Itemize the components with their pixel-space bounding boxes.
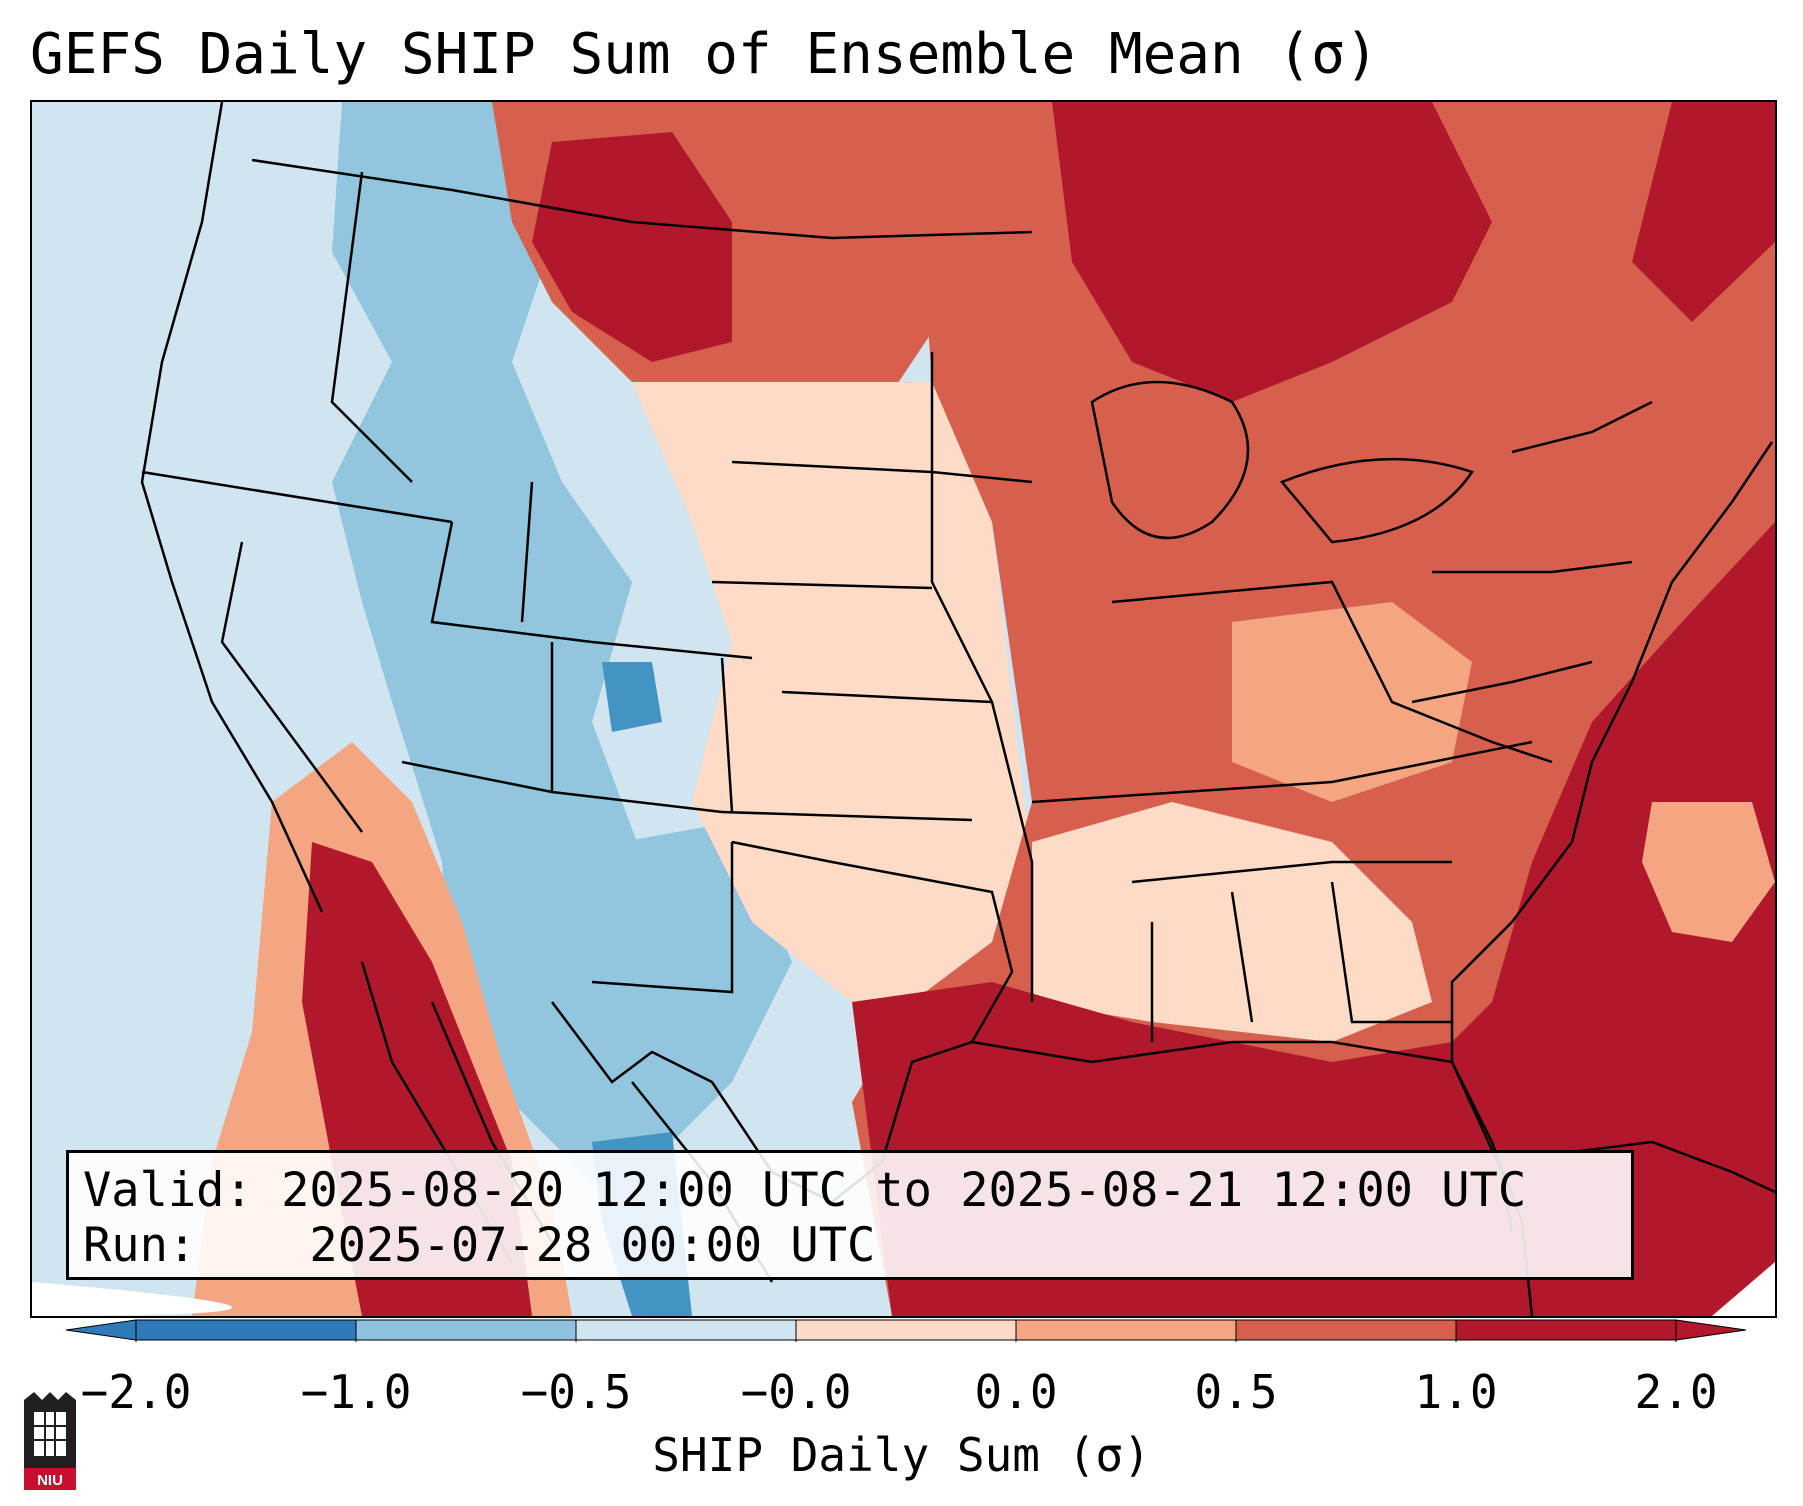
run-value: 2025-07-28 00:00 UTC [309,1218,876,1273]
map-panel [30,100,1777,1318]
run-row: Run: 2025-07-28 00:00 UTC [83,1218,1617,1273]
projection-edge-right [1712,1262,1775,1316]
projection-edge [32,1282,232,1316]
colorbar-tick-label: −0.0 [740,1365,852,1419]
colorbar-tick-label: 1.0 [1414,1365,1498,1419]
colorbar-label: SHIP Daily Sum (σ) [652,1428,1151,1482]
red-region-montana-core [532,132,732,362]
colorbar-segment [136,1320,356,1340]
map-svg [32,102,1775,1316]
colorbar-tick-label: −2.0 [80,1365,192,1419]
colorbar-segment [1236,1320,1456,1340]
run-label: Run: [83,1218,197,1273]
state-boundaries [140,102,1775,1316]
colorbar-segment [1456,1320,1676,1340]
colorbar-segment [796,1320,1016,1340]
colorbar-tick-label: −0.5 [520,1365,632,1419]
colorbar-tick-label: 0.5 [1194,1365,1278,1419]
blue-region-strong [602,662,662,732]
pink-region-atlantic [1642,802,1775,942]
red-region-great-lakes [1052,102,1492,402]
valid-row: Valid: 2025-08-20 12:00 UTC to 2025-08-2… [83,1163,1617,1218]
valid-label: Valid: [83,1163,253,1218]
colorbar [66,1319,1746,1342]
colorbar-segment [1016,1320,1236,1340]
valid-value: 2025-08-20 12:00 UTC to 2025-08-21 12:00… [281,1163,1527,1218]
pink-region-midatlantic [1232,602,1472,802]
colorbar-tick-label: 0.0 [974,1365,1058,1419]
blue-region-southwest [512,822,792,1182]
red-region-northeast [1632,102,1775,322]
colorbar-tick-label: −1.0 [300,1365,412,1419]
red-region-gulf [852,522,1775,1316]
niu-logo: NIU [24,1392,76,1490]
colorbar-segment [356,1320,576,1340]
niu-logo-text: NIU [37,1472,63,1489]
colorbar-extend-high [1675,1319,1746,1341]
colorbar-extend-low [66,1319,137,1341]
colorbar-tick-label: 2.0 [1634,1365,1718,1419]
valid-run-box: Valid: 2025-08-20 12:00 UTC to 2025-08-2… [66,1150,1634,1280]
colorbar-segment [576,1320,796,1340]
chart-title: GEFS Daily SHIP Sum of Ensemble Mean (σ) [30,22,1379,87]
